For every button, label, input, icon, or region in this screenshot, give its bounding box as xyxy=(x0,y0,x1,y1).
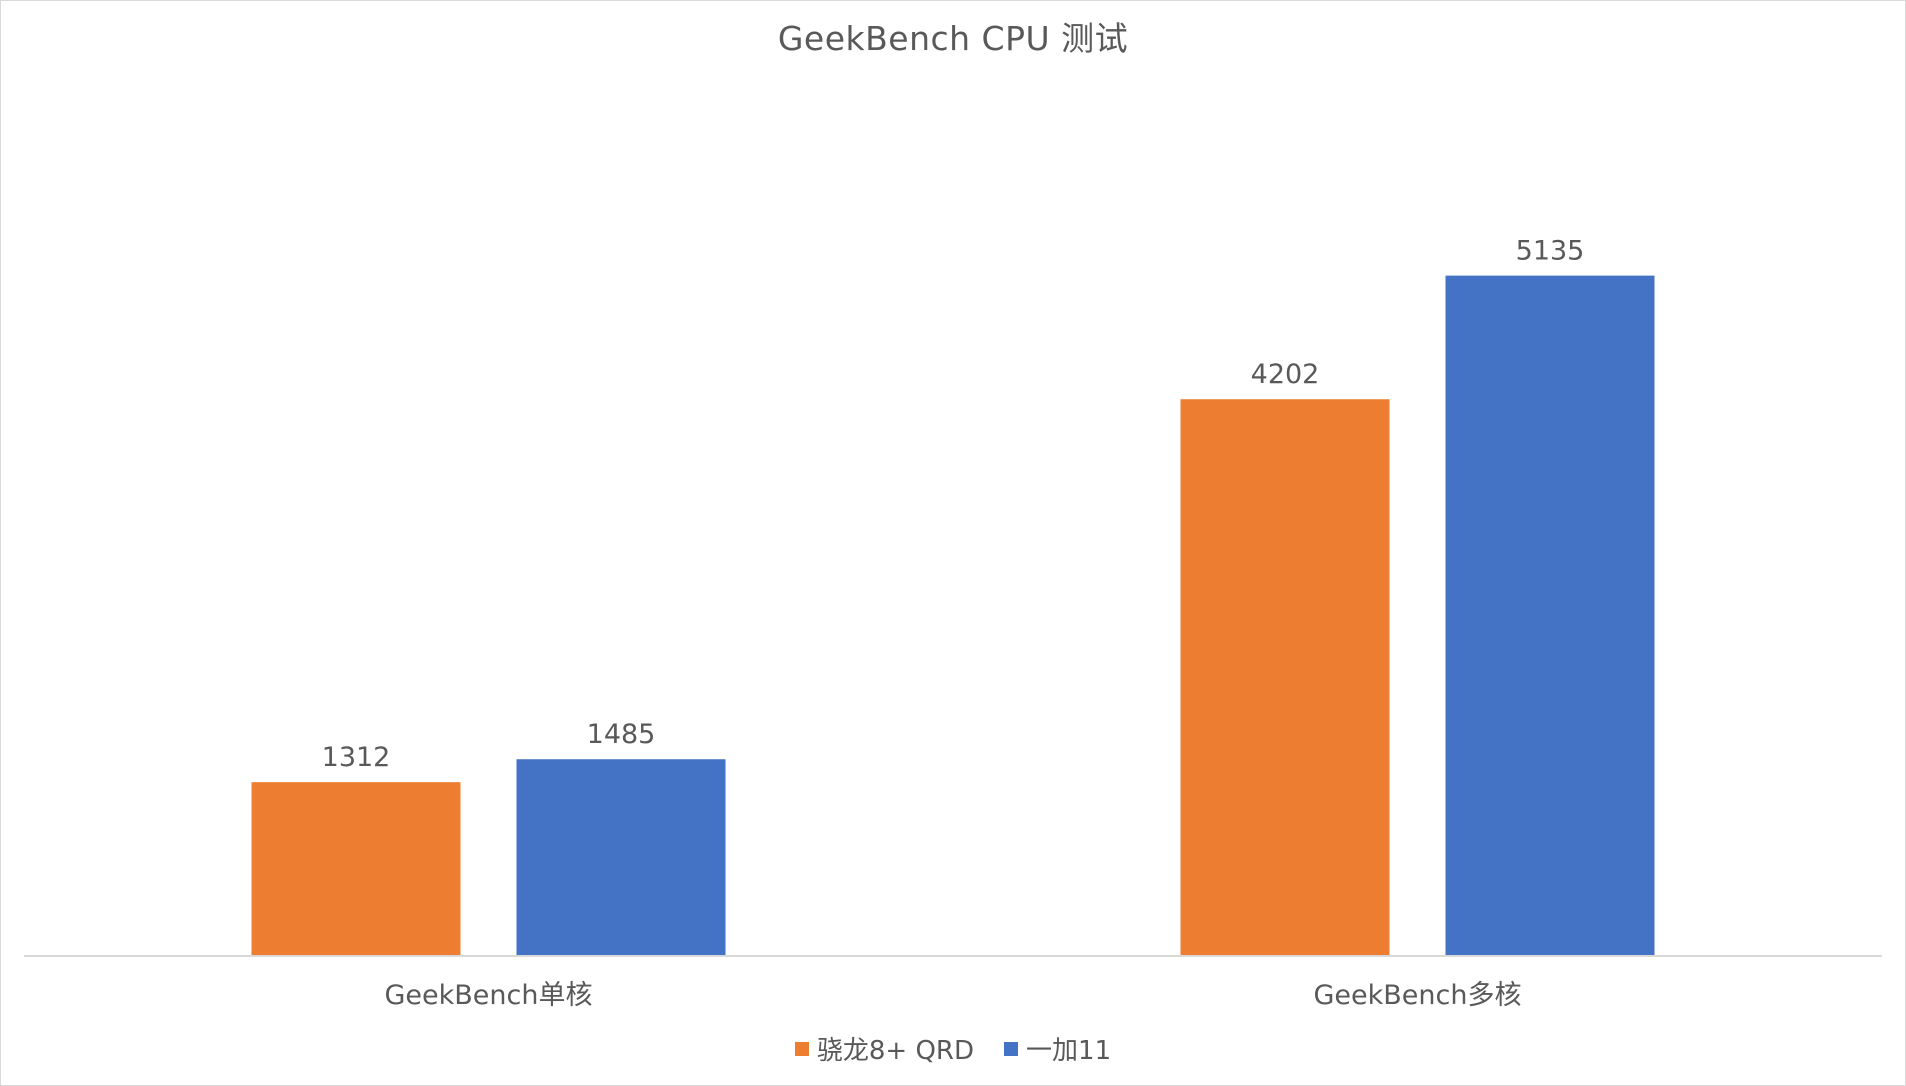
data-label-series-1-category-2: 4202 xyxy=(1251,359,1320,390)
legend-label-series-2: 一加11 xyxy=(1026,1036,1112,1066)
bars-layer xyxy=(251,275,1655,956)
legend-item-series-2: 一加11 xyxy=(1004,1030,1111,1067)
data-label-series-2-category-1: 1485 xyxy=(587,719,656,750)
bar-series-1-category-1 xyxy=(251,782,461,956)
legend: 骁龙8+ QRD 一加11 xyxy=(0,1030,1906,1067)
data-label-series-1-category-1: 1312 xyxy=(322,742,391,773)
bar-series-2-category-2 xyxy=(1445,275,1655,956)
legend-swatch-series-2 xyxy=(1004,1041,1019,1056)
x-tick-label-1: GeekBench单核 xyxy=(385,980,593,1011)
data-label-series-2-category-2: 5135 xyxy=(1516,236,1585,267)
legend-label-series-1: 骁龙8+ QRD xyxy=(816,1036,975,1066)
legend-swatch-series-1 xyxy=(794,1041,809,1056)
bar-series-1-category-2 xyxy=(1180,399,1390,956)
bar-series-2-category-1 xyxy=(516,759,726,956)
labels-layer: 1312 1485 GeekBench单核 4202 5135 GeekBench多核 xyxy=(322,236,1585,1011)
legend-item-series-1: 骁龙8+ QRD xyxy=(794,1030,975,1067)
chart-title: GeekBench CPU 测试 xyxy=(777,19,1129,58)
x-tick-label-2: GeekBench多核 xyxy=(1314,980,1522,1011)
